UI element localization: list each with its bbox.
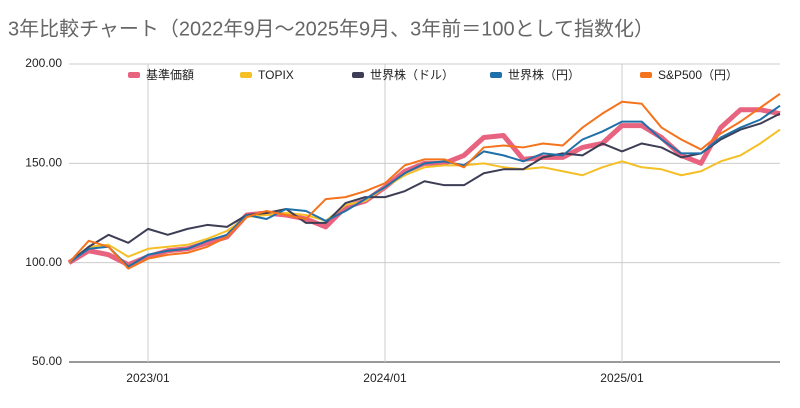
legend-label: 世界株（円）: [508, 67, 580, 82]
legend-label: 基準価額: [146, 67, 194, 82]
legend-swatch: [128, 72, 140, 78]
legend-swatch: [352, 72, 364, 78]
x-tick-label: 2024/01: [363, 371, 407, 385]
x-tick-label: 2023/01: [126, 371, 170, 385]
legend-label: TOPIX: [258, 68, 294, 82]
chart-title: 3年比較チャート（2022年9月～2025年9月、3年前＝100として指数化）: [8, 17, 654, 40]
legend-swatch: [490, 72, 502, 78]
series-line: [67, 107, 781, 268]
legend-swatch: [240, 72, 252, 78]
legend-label: 世界株（ドル）: [370, 67, 454, 82]
y-tick-label: 50.00: [32, 354, 62, 368]
series-line: [68, 128, 781, 264]
series-line: [68, 104, 781, 268]
y-tick-label: 150.00: [25, 156, 62, 170]
y-tick-label: 200.00: [25, 56, 62, 70]
series-line: [68, 112, 781, 264]
y-tick-label: 100.00: [25, 255, 62, 269]
legend-swatch: [640, 72, 652, 78]
legend-label: S&P500（円）: [658, 68, 738, 82]
series-line: [68, 92, 781, 270]
x-tick-label: 2025/01: [600, 371, 644, 385]
